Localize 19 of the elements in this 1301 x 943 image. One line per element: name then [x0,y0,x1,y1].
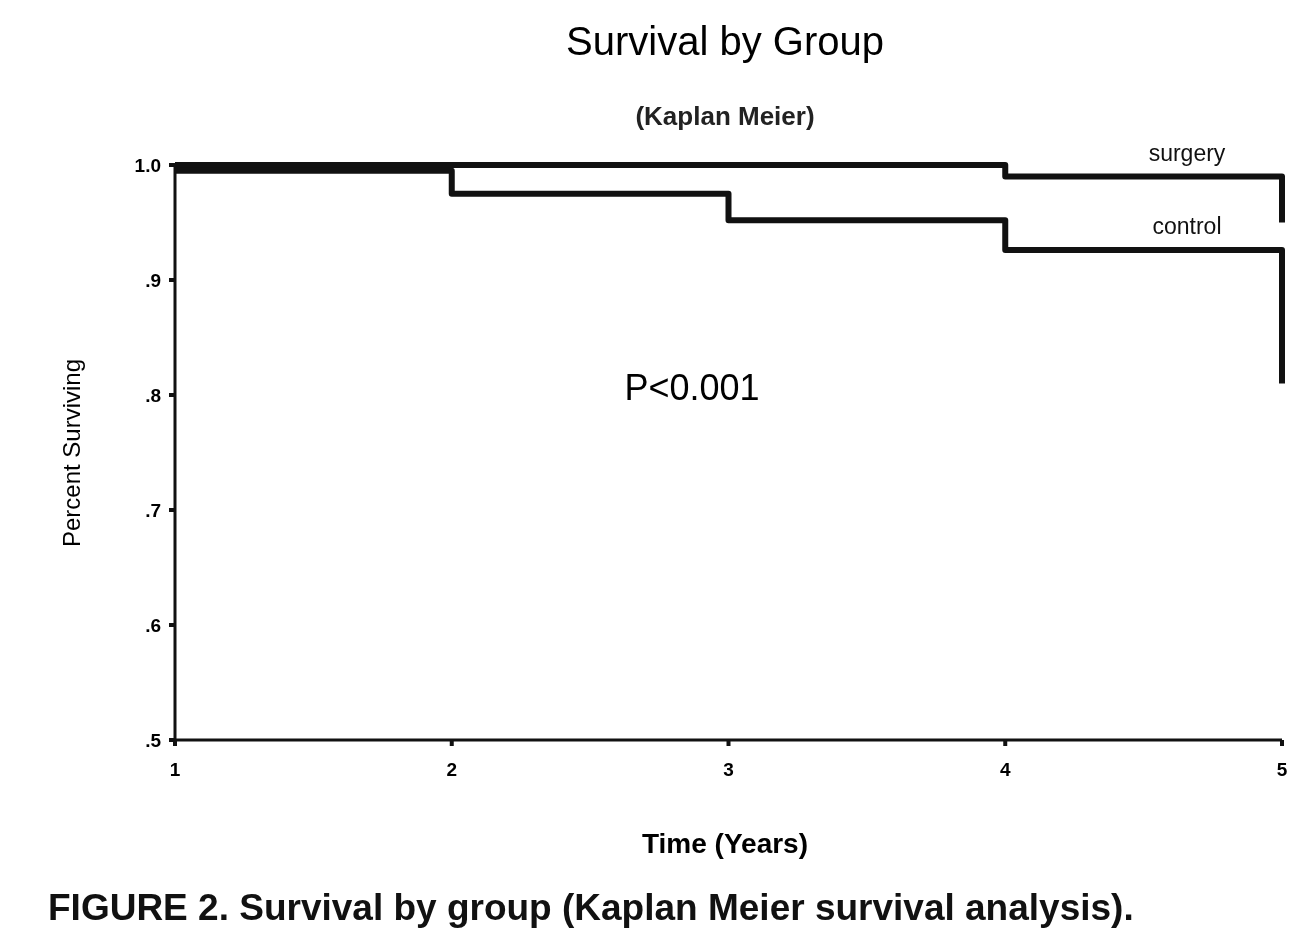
x-tick-label: 4 [999,759,1011,780]
x-tick-label: 2 [446,759,458,780]
chart-subtitle: (Kaplan Meier) [635,101,815,131]
caption: FIGURE 2. Survival by group (Kaplan Meier survival analysis). [48,887,1134,928]
y-tick-label: .9 [145,269,161,291]
y-tick-label: 1.0 [134,154,161,176]
y-axis-title: Percent Surviving [58,358,85,548]
x-tick-label: 1 [169,759,181,780]
y-tick-label: .7 [145,499,161,521]
annotation: P<0.001 [624,367,760,408]
y-tick-label: .6 [145,614,161,636]
x-axis-title: Time (Years) [641,828,809,859]
y-tick-label: .8 [145,384,161,406]
series-label: control [1152,213,1222,240]
series-label: surgery [1148,139,1226,166]
chart-title: Survival by Group [566,19,884,63]
x-tick-label: 3 [723,759,734,780]
y-tick-label: .5 [145,729,162,751]
x-tick-label: 5 [1276,759,1288,780]
